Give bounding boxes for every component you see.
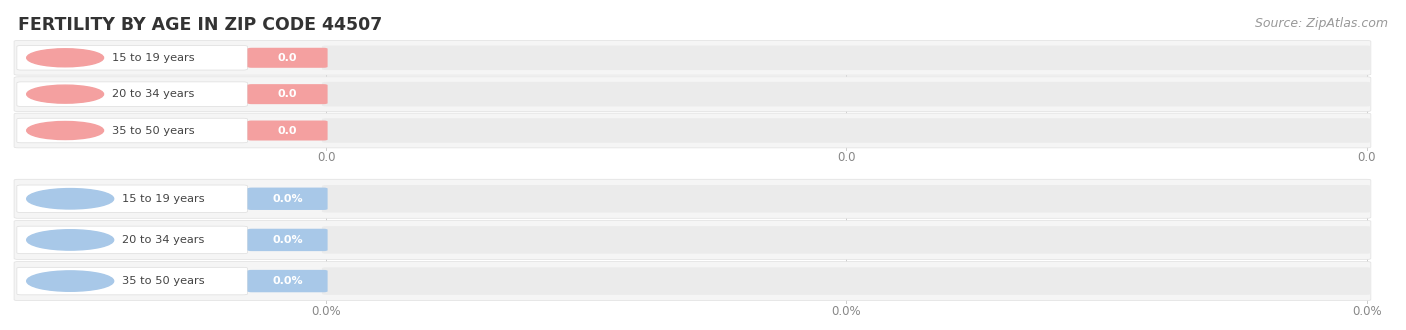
FancyBboxPatch shape: [14, 220, 1371, 259]
Text: 0.0%: 0.0%: [273, 235, 302, 245]
FancyBboxPatch shape: [14, 262, 1371, 301]
FancyBboxPatch shape: [247, 84, 328, 104]
Text: 0.0%: 0.0%: [273, 194, 302, 204]
Circle shape: [27, 188, 114, 209]
Text: Source: ZipAtlas.com: Source: ZipAtlas.com: [1254, 16, 1388, 29]
Circle shape: [27, 121, 104, 140]
Text: 0.0: 0.0: [278, 125, 297, 136]
Text: 0.0: 0.0: [316, 151, 336, 164]
FancyBboxPatch shape: [17, 226, 247, 254]
Text: 35 to 50 years: 35 to 50 years: [122, 276, 205, 286]
Text: 20 to 34 years: 20 to 34 years: [122, 235, 204, 245]
FancyBboxPatch shape: [14, 179, 1371, 218]
Text: 15 to 19 years: 15 to 19 years: [112, 53, 194, 63]
Circle shape: [27, 85, 104, 103]
FancyBboxPatch shape: [17, 267, 247, 295]
Text: FERTILITY BY AGE IN ZIP CODE 44507: FERTILITY BY AGE IN ZIP CODE 44507: [18, 16, 382, 35]
Text: 0.0: 0.0: [837, 151, 856, 164]
FancyBboxPatch shape: [322, 267, 1371, 295]
FancyBboxPatch shape: [247, 48, 328, 68]
Text: 35 to 50 years: 35 to 50 years: [112, 125, 194, 136]
Text: 0.0: 0.0: [278, 89, 297, 99]
Text: 0.0%: 0.0%: [273, 276, 302, 286]
FancyBboxPatch shape: [14, 113, 1371, 148]
FancyBboxPatch shape: [322, 82, 1371, 106]
Text: 0.0%: 0.0%: [831, 305, 862, 318]
FancyBboxPatch shape: [17, 118, 247, 143]
Circle shape: [27, 49, 104, 67]
FancyBboxPatch shape: [322, 118, 1371, 143]
FancyBboxPatch shape: [322, 46, 1371, 70]
FancyBboxPatch shape: [17, 46, 247, 70]
FancyBboxPatch shape: [14, 77, 1371, 112]
FancyBboxPatch shape: [17, 82, 247, 106]
FancyBboxPatch shape: [14, 41, 1371, 75]
Text: 15 to 19 years: 15 to 19 years: [122, 194, 205, 204]
Text: 0.0%: 0.0%: [311, 305, 342, 318]
Text: 0.0: 0.0: [1357, 151, 1376, 164]
Circle shape: [27, 230, 114, 250]
Text: 0.0: 0.0: [278, 53, 297, 63]
FancyBboxPatch shape: [247, 120, 328, 141]
FancyBboxPatch shape: [247, 229, 328, 251]
FancyBboxPatch shape: [322, 185, 1371, 213]
Text: 0.0%: 0.0%: [1351, 305, 1382, 318]
Circle shape: [27, 271, 114, 291]
FancyBboxPatch shape: [247, 270, 328, 292]
FancyBboxPatch shape: [17, 185, 247, 213]
FancyBboxPatch shape: [247, 187, 328, 210]
Text: 20 to 34 years: 20 to 34 years: [112, 89, 194, 99]
FancyBboxPatch shape: [322, 226, 1371, 254]
